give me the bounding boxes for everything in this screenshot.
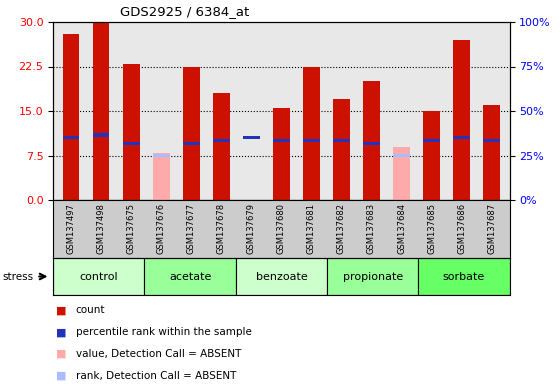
Text: GSM137687: GSM137687 — [487, 203, 496, 254]
Text: GSM137678: GSM137678 — [217, 203, 226, 254]
Bar — [183, 142, 199, 146]
Bar — [213, 93, 230, 200]
Bar — [153, 154, 170, 157]
Text: ■: ■ — [56, 371, 67, 381]
Text: control: control — [80, 271, 118, 281]
Bar — [303, 139, 320, 142]
Text: GSM137677: GSM137677 — [187, 203, 196, 254]
Bar — [303, 66, 320, 200]
Bar — [273, 139, 290, 142]
Text: GSM137676: GSM137676 — [157, 203, 166, 254]
Text: GSM137497: GSM137497 — [67, 203, 76, 254]
Bar — [93, 22, 110, 200]
Bar — [243, 136, 260, 139]
Text: GSM137682: GSM137682 — [337, 203, 346, 254]
Bar — [183, 66, 199, 200]
Text: acetate: acetate — [169, 271, 211, 281]
Text: stress: stress — [3, 271, 34, 281]
Bar — [483, 139, 500, 142]
Bar — [236, 258, 327, 295]
Text: GSM137498: GSM137498 — [97, 203, 106, 254]
Bar — [363, 142, 380, 146]
Bar — [153, 152, 170, 200]
Text: GSM137684: GSM137684 — [397, 203, 406, 254]
Bar — [327, 258, 418, 295]
Bar — [423, 139, 440, 142]
Bar — [53, 258, 144, 295]
Bar — [213, 139, 230, 142]
Text: sorbate: sorbate — [443, 271, 485, 281]
Text: ■: ■ — [56, 327, 67, 337]
Bar — [423, 111, 440, 200]
Bar — [393, 147, 410, 200]
Bar — [144, 258, 236, 295]
Text: GSM137675: GSM137675 — [127, 203, 136, 254]
Text: ■: ■ — [56, 305, 67, 315]
Text: propionate: propionate — [343, 271, 403, 281]
Bar — [63, 34, 80, 200]
Text: percentile rank within the sample: percentile rank within the sample — [76, 327, 251, 337]
Text: rank, Detection Call = ABSENT: rank, Detection Call = ABSENT — [76, 371, 236, 381]
Text: GSM137685: GSM137685 — [427, 203, 436, 254]
Text: benzoate: benzoate — [255, 271, 307, 281]
Bar — [93, 133, 110, 137]
Text: count: count — [76, 305, 105, 315]
Text: GDS2925 / 6384_at: GDS2925 / 6384_at — [120, 5, 250, 18]
Bar — [63, 136, 80, 139]
Bar — [123, 142, 139, 146]
Bar — [333, 139, 349, 142]
Text: GSM137681: GSM137681 — [307, 203, 316, 254]
Bar — [453, 40, 470, 200]
Bar — [363, 81, 380, 200]
Bar — [453, 136, 470, 139]
Bar — [333, 99, 349, 200]
Text: ■: ■ — [56, 349, 67, 359]
Text: GSM137686: GSM137686 — [457, 203, 466, 254]
Bar — [418, 258, 510, 295]
Text: GSM137679: GSM137679 — [247, 203, 256, 254]
Bar — [483, 105, 500, 200]
Text: value, Detection Call = ABSENT: value, Detection Call = ABSENT — [76, 349, 241, 359]
Bar — [123, 63, 139, 200]
Text: GSM137680: GSM137680 — [277, 203, 286, 254]
Text: GSM137683: GSM137683 — [367, 203, 376, 254]
Bar — [273, 108, 290, 200]
Bar — [393, 154, 410, 157]
